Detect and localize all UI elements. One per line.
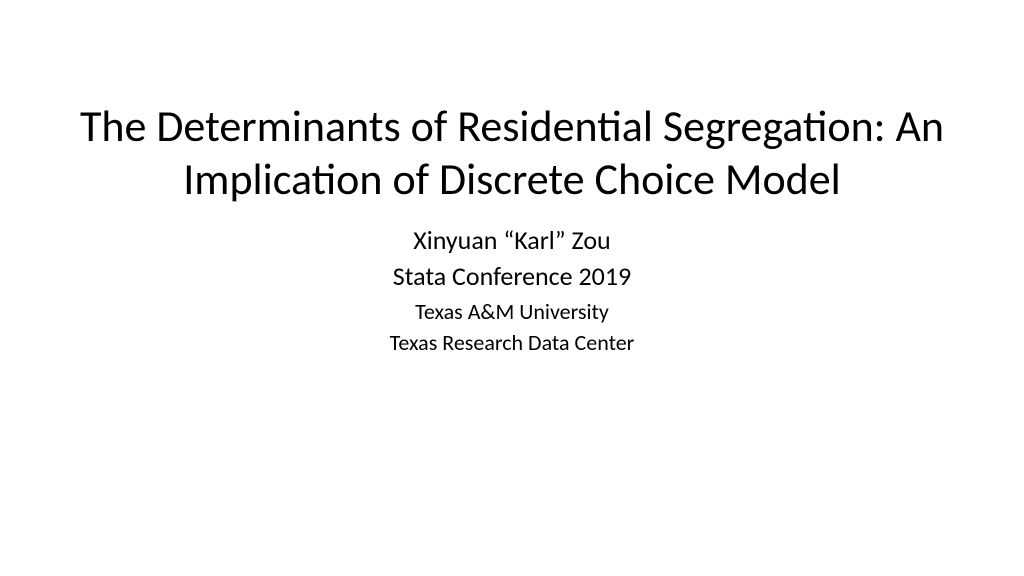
author-name: Xinyuan “Karl” Zou (390, 224, 635, 256)
conference-name: Stata Conference 2019 (390, 260, 635, 292)
slide-title: The Determinants of Residential Segregat… (0, 100, 1024, 206)
affiliation-secondary: Texas Research Data Center (390, 329, 635, 356)
subtitle-block: Xinyuan “Karl” Zou Stata Conference 2019… (390, 224, 635, 360)
affiliation-primary: Texas A&M University (390, 298, 635, 325)
